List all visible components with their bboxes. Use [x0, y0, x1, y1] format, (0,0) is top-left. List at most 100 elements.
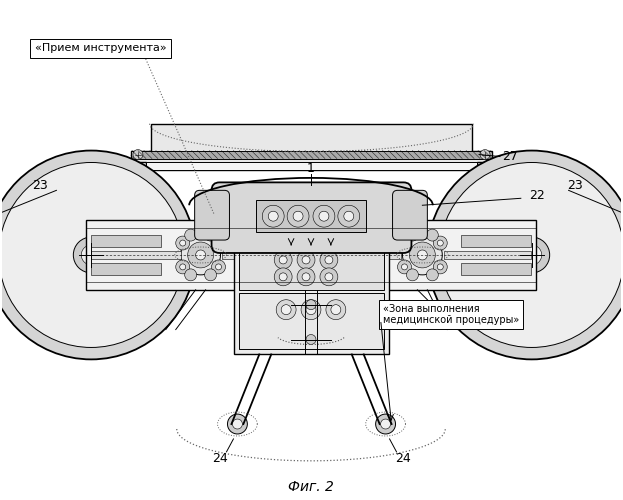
Circle shape — [406, 229, 419, 241]
Bar — [256, 200, 366, 232]
Circle shape — [269, 211, 278, 221]
Circle shape — [0, 150, 196, 360]
Circle shape — [184, 229, 197, 241]
Text: 1: 1 — [307, 162, 315, 175]
Text: 16: 16 — [391, 313, 407, 326]
Text: 24: 24 — [212, 452, 227, 466]
Circle shape — [437, 240, 443, 246]
Circle shape — [302, 273, 310, 281]
Circle shape — [227, 414, 247, 434]
Circle shape — [306, 334, 316, 344]
Circle shape — [279, 256, 287, 264]
Text: Фиг. 2: Фиг. 2 — [288, 480, 334, 494]
FancyBboxPatch shape — [392, 190, 427, 240]
Circle shape — [344, 211, 354, 221]
Circle shape — [409, 242, 435, 268]
Bar — [239, 250, 384, 290]
Circle shape — [381, 419, 391, 429]
Text: «Зона выполнения
медицинской процедуры»: «Зона выполнения медицинской процедуры» — [383, 304, 519, 326]
Text: 24: 24 — [396, 452, 411, 466]
Bar — [91, 251, 181, 259]
Circle shape — [302, 256, 310, 264]
Circle shape — [313, 205, 335, 227]
Circle shape — [325, 256, 333, 264]
Circle shape — [320, 251, 338, 269]
Circle shape — [331, 304, 341, 314]
Circle shape — [426, 269, 439, 281]
Circle shape — [184, 269, 197, 281]
Bar — [254, 251, 401, 259]
Circle shape — [176, 236, 189, 250]
Circle shape — [196, 250, 206, 260]
Circle shape — [0, 162, 184, 348]
Circle shape — [397, 260, 411, 274]
Circle shape — [514, 237, 549, 273]
Circle shape — [180, 264, 186, 270]
Circle shape — [306, 304, 316, 314]
Bar — [146, 162, 477, 170]
Circle shape — [274, 251, 292, 269]
Circle shape — [434, 260, 447, 274]
Circle shape — [74, 237, 109, 273]
Circle shape — [188, 242, 214, 268]
Circle shape — [204, 229, 217, 241]
Circle shape — [180, 240, 186, 246]
Circle shape — [181, 235, 221, 275]
Text: 27: 27 — [502, 150, 518, 163]
Bar — [239, 293, 384, 350]
FancyBboxPatch shape — [194, 190, 229, 240]
Bar — [131, 150, 492, 158]
Text: 23: 23 — [32, 179, 47, 192]
Circle shape — [426, 229, 439, 241]
Circle shape — [439, 162, 623, 348]
Circle shape — [262, 205, 284, 227]
Bar — [222, 251, 245, 259]
Text: «Прием инструмента»: «Прием инструмента» — [34, 43, 166, 53]
Circle shape — [326, 300, 346, 320]
Circle shape — [522, 245, 542, 265]
Circle shape — [133, 150, 143, 160]
Circle shape — [427, 150, 623, 360]
Text: 23: 23 — [567, 179, 583, 192]
Circle shape — [401, 240, 407, 246]
Circle shape — [306, 300, 316, 310]
Circle shape — [434, 236, 447, 250]
Circle shape — [212, 236, 226, 250]
Circle shape — [216, 264, 222, 270]
Circle shape — [232, 419, 242, 429]
Circle shape — [301, 300, 321, 320]
Circle shape — [297, 268, 315, 286]
Circle shape — [319, 211, 329, 221]
Circle shape — [397, 236, 411, 250]
Circle shape — [376, 414, 396, 434]
Circle shape — [406, 269, 419, 281]
Circle shape — [402, 235, 442, 275]
Circle shape — [281, 304, 291, 314]
Circle shape — [297, 251, 315, 269]
Circle shape — [216, 240, 222, 246]
Bar — [444, 251, 531, 259]
Circle shape — [480, 150, 490, 160]
Circle shape — [417, 250, 427, 260]
Polygon shape — [131, 124, 492, 170]
Circle shape — [293, 211, 303, 221]
Text: 22: 22 — [529, 189, 545, 202]
Circle shape — [176, 260, 189, 274]
Circle shape — [279, 273, 287, 281]
Circle shape — [338, 205, 359, 227]
Circle shape — [274, 268, 292, 286]
Circle shape — [437, 264, 443, 270]
Bar — [86, 220, 536, 290]
Bar — [91, 235, 161, 247]
Circle shape — [320, 268, 338, 286]
Bar — [461, 263, 531, 275]
Circle shape — [276, 300, 296, 320]
FancyBboxPatch shape — [212, 182, 411, 253]
Bar — [461, 235, 531, 247]
Circle shape — [401, 264, 407, 270]
Circle shape — [204, 269, 217, 281]
Circle shape — [287, 205, 309, 227]
Circle shape — [325, 273, 333, 281]
Bar — [91, 263, 161, 275]
Circle shape — [81, 245, 101, 265]
